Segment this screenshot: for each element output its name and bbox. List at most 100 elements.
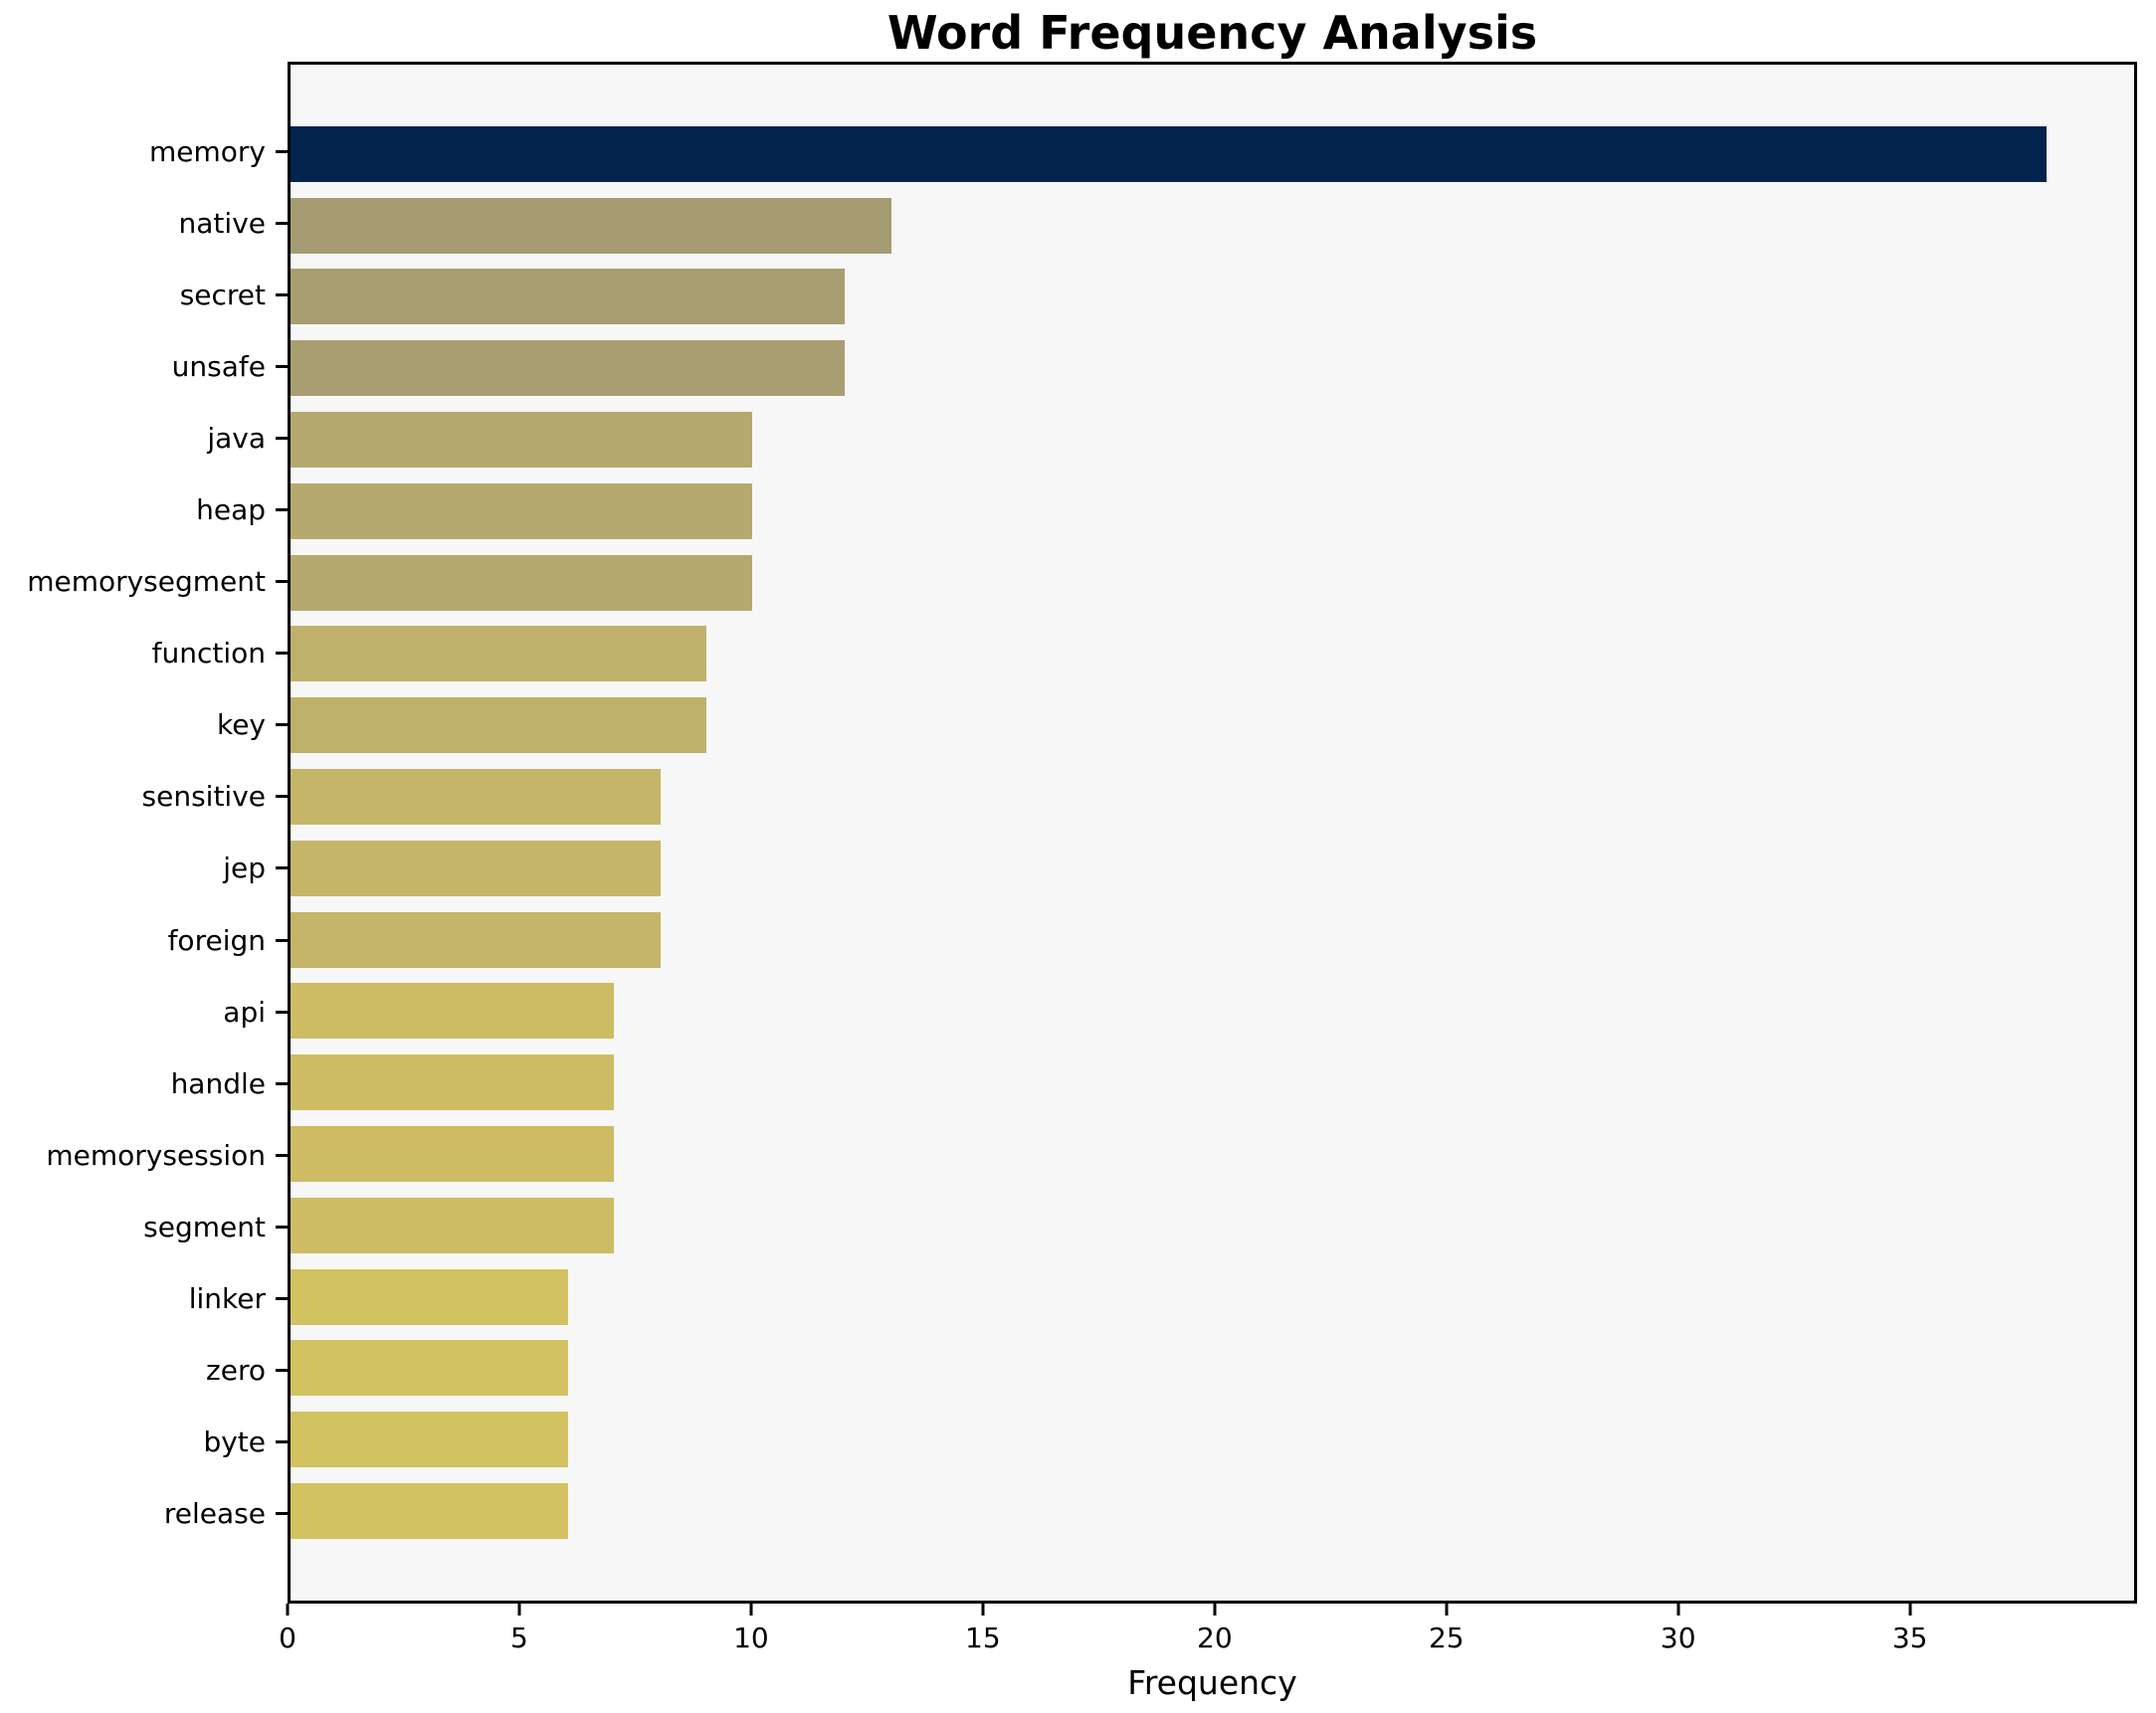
y-axis-row: unsafe <box>0 330 288 402</box>
bar-row <box>291 689 2134 761</box>
bar-zero <box>291 1340 568 1397</box>
y-tick-label-java: java <box>207 421 266 455</box>
y-axis-row: memorysession <box>0 1119 288 1191</box>
y-tick-mark <box>276 938 288 942</box>
y-tick-label-function: function <box>151 637 266 670</box>
x-tick-mark <box>1445 1604 1449 1616</box>
y-axis-row: secret <box>0 259 288 330</box>
y-axis-row: zero <box>0 1335 288 1407</box>
bar-row <box>291 332 2134 404</box>
bar-handle <box>291 1054 615 1111</box>
bar-segment <box>291 1197 615 1253</box>
y-tick-mark <box>276 1225 288 1229</box>
bar-row <box>291 547 2134 619</box>
y-tick-mark <box>276 1153 288 1157</box>
x-tick-mark <box>1908 1604 1912 1616</box>
y-tick-mark <box>276 795 288 799</box>
x-tick-label-10: 10 <box>733 1621 769 1654</box>
bar-row <box>291 1190 2134 1261</box>
y-tick-label-native: native <box>178 206 266 240</box>
bar-row <box>291 118 2134 190</box>
y-tick-label-linker: linker <box>188 1282 266 1316</box>
y-tick-mark <box>276 436 288 440</box>
x-tick-label-0: 0 <box>279 1621 296 1654</box>
y-tick-mark <box>276 1010 288 1014</box>
x-tick-mark <box>517 1604 521 1616</box>
bar-row <box>291 476 2134 547</box>
y-tick-mark <box>276 1369 288 1373</box>
y-tick-label-foreign: foreign <box>167 923 266 957</box>
bar-secret <box>291 269 846 325</box>
y-axis: memory native secret unsafe java heap memoryse… <box>0 62 288 1604</box>
x-tick-mark <box>286 1604 290 1616</box>
bars-container <box>291 65 2134 1601</box>
bar-row <box>291 904 2134 976</box>
bar-row <box>291 190 2134 262</box>
bar-row <box>291 1261 2134 1333</box>
y-tick-mark <box>276 292 288 296</box>
y-tick-mark <box>276 508 288 512</box>
bar-sensitive <box>291 769 661 826</box>
y-axis-row: sensitive <box>0 761 288 833</box>
bar-row <box>291 1404 2134 1475</box>
bar-release <box>291 1483 568 1540</box>
y-axis-row: byte <box>0 1407 288 1478</box>
bar-heap <box>291 482 753 539</box>
y-tick-label-secret: secret <box>179 278 266 311</box>
y-tick-label-jep: jep <box>223 852 266 885</box>
bar-byte <box>291 1412 568 1468</box>
x-tick-label-15: 15 <box>965 1621 1001 1654</box>
bar-native <box>291 197 891 254</box>
bar-row <box>291 1475 2134 1547</box>
y-tick-label-segment: segment <box>143 1210 266 1243</box>
bar-unsafe <box>291 340 846 397</box>
bar-row <box>291 761 2134 833</box>
x-axis: 0 5 10 15 20 25 30 35 <box>279 1604 2137 1673</box>
bar-api <box>291 983 615 1040</box>
y-axis-row: foreign <box>0 904 288 976</box>
y-tick-label-key: key <box>216 708 266 742</box>
bar-row <box>291 1333 2134 1405</box>
y-axis-row: java <box>0 402 288 474</box>
x-tick-label-20: 20 <box>1197 1621 1233 1654</box>
y-axis-row: handle <box>0 1047 288 1119</box>
bar-key <box>291 697 706 754</box>
y-tick-label-heap: heap <box>196 493 266 527</box>
bar-row <box>291 976 2134 1047</box>
y-axis-row: heap <box>0 474 288 545</box>
x-tick-mark <box>749 1604 753 1616</box>
y-tick-mark <box>276 866 288 870</box>
y-tick-mark <box>276 364 288 368</box>
y-axis-row: segment <box>0 1191 288 1262</box>
y-tick-label-release: release <box>163 1497 266 1531</box>
y-tick-mark <box>276 1297 288 1301</box>
x-axis-title: Frequency <box>1127 1663 1297 1702</box>
x-tick-label-25: 25 <box>1428 1621 1465 1654</box>
y-tick-mark <box>276 1081 288 1085</box>
y-tick-mark <box>276 652 288 656</box>
bar-linker <box>291 1268 568 1325</box>
x-tick-label-35: 35 <box>1891 1621 1928 1654</box>
y-tick-mark <box>276 1512 288 1516</box>
y-axis-row: jep <box>0 833 288 904</box>
bar-memorysession <box>291 1126 615 1183</box>
bar-jep <box>291 840 661 896</box>
bar-foreign <box>291 911 661 968</box>
x-tick-mark <box>1676 1604 1680 1616</box>
bar-row <box>291 1047 2134 1118</box>
x-tick-mark <box>1213 1604 1217 1616</box>
x-tick-label-5: 5 <box>510 1621 528 1654</box>
bar-row <box>291 1118 2134 1190</box>
y-tick-label-memorysegment: memorysegment <box>27 565 266 599</box>
bar-memory <box>291 125 2047 182</box>
y-tick-label-memorysession: memorysession <box>46 1138 266 1172</box>
y-axis-row: api <box>0 976 288 1047</box>
y-tick-mark <box>276 580 288 584</box>
x-tick-label-30: 30 <box>1660 1621 1696 1654</box>
y-tick-label-handle: handle <box>170 1066 266 1100</box>
y-axis-row: memorysegment <box>0 546 288 618</box>
y-axis-row: function <box>0 618 288 689</box>
y-tick-mark <box>276 149 288 153</box>
bar-row <box>291 262 2134 333</box>
x-tick-mark <box>981 1604 985 1616</box>
